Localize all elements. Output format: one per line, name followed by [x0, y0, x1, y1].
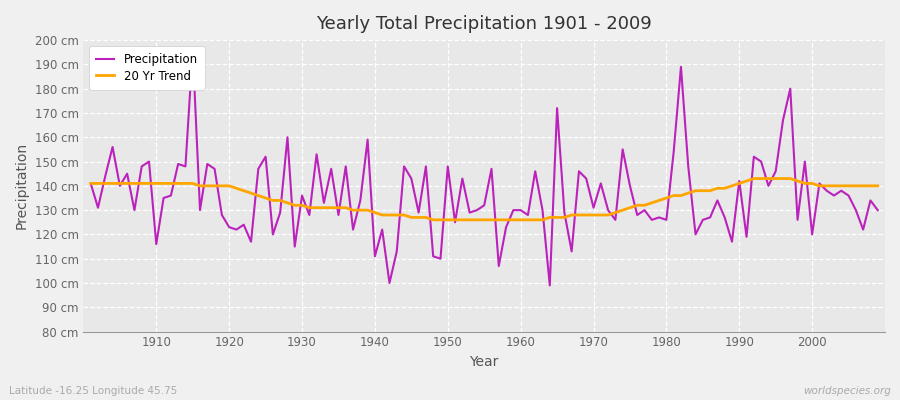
Precipitation: [355, 198, 365, 203]
20 Yr Trend: [749, 176, 760, 181]
Text: Latitude -16.25 Longitude 45.75: Latitude -16.25 Longitude 45.75: [9, 386, 177, 396]
Line: 20 Yr Trend: 20 Yr Trend: [91, 178, 878, 220]
20 Yr Trend: [144, 181, 155, 186]
Title: Yearly Total Precipitation 1901 - 2009: Yearly Total Precipitation 1901 - 2009: [316, 15, 652, 33]
Precipitation: [144, 159, 155, 164]
Legend: Precipitation, 20 Yr Trend: Precipitation, 20 Yr Trend: [89, 46, 205, 90]
20 Yr Trend: [347, 208, 358, 212]
X-axis label: Year: Year: [470, 355, 499, 369]
Precipitation: [872, 208, 883, 212]
Line: Precipitation: Precipitation: [91, 50, 878, 286]
Precipitation: [311, 152, 322, 157]
Text: worldspecies.org: worldspecies.org: [803, 386, 891, 396]
20 Yr Trend: [428, 218, 438, 222]
20 Yr Trend: [515, 218, 526, 222]
20 Yr Trend: [86, 181, 96, 186]
Precipitation: [617, 147, 628, 152]
Precipitation: [187, 48, 198, 52]
20 Yr Trend: [304, 205, 315, 210]
20 Yr Trend: [523, 218, 534, 222]
20 Yr Trend: [610, 210, 621, 215]
Precipitation: [86, 181, 96, 186]
Y-axis label: Precipitation: Precipitation: [15, 142, 29, 230]
20 Yr Trend: [872, 184, 883, 188]
Precipitation: [515, 208, 526, 212]
Precipitation: [523, 212, 534, 217]
Precipitation: [544, 283, 555, 288]
